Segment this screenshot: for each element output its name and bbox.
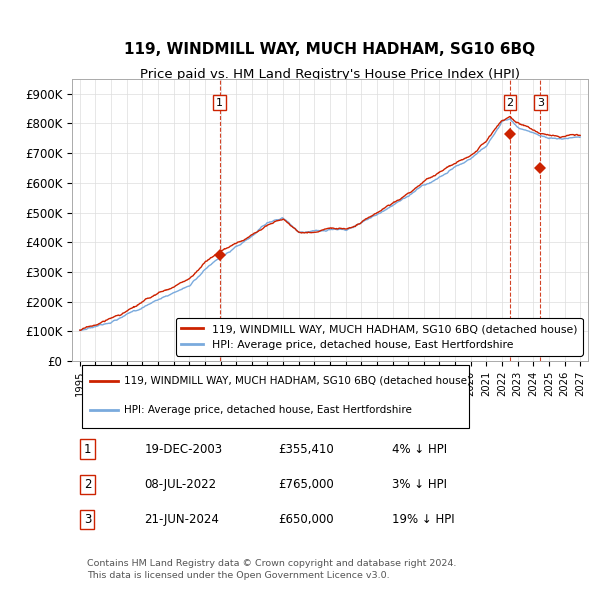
Text: 2: 2 (84, 478, 91, 491)
Text: HPI: Average price, detached house, East Hertfordshire: HPI: Average price, detached house, East… (124, 405, 412, 415)
Text: 19-DEC-2003: 19-DEC-2003 (144, 442, 223, 455)
Text: £650,000: £650,000 (278, 513, 334, 526)
Text: 08-JUL-2022: 08-JUL-2022 (144, 478, 217, 491)
Text: £355,410: £355,410 (278, 442, 334, 455)
Text: 119, WINDMILL WAY, MUCH HADHAM, SG10 6BQ: 119, WINDMILL WAY, MUCH HADHAM, SG10 6BQ (124, 42, 536, 57)
Text: Price paid vs. HM Land Registry's House Price Index (HPI): Price paid vs. HM Land Registry's House … (140, 68, 520, 81)
FancyBboxPatch shape (82, 365, 469, 428)
Text: 3% ↓ HPI: 3% ↓ HPI (392, 478, 447, 491)
Text: 19% ↓ HPI: 19% ↓ HPI (392, 513, 455, 526)
Text: 2: 2 (506, 97, 514, 107)
Text: 1: 1 (216, 97, 223, 107)
Text: This data is licensed under the Open Government Licence v3.0.: This data is licensed under the Open Gov… (88, 571, 390, 580)
Text: 119, WINDMILL WAY, MUCH HADHAM, SG10 6BQ (detached house): 119, WINDMILL WAY, MUCH HADHAM, SG10 6BQ… (124, 376, 470, 386)
Text: 4% ↓ HPI: 4% ↓ HPI (392, 442, 447, 455)
Text: 3: 3 (537, 97, 544, 107)
Text: 3: 3 (84, 513, 91, 526)
Text: Contains HM Land Registry data © Crown copyright and database right 2024.: Contains HM Land Registry data © Crown c… (88, 559, 457, 568)
Text: £765,000: £765,000 (278, 478, 334, 491)
Text: 1: 1 (84, 442, 91, 455)
Legend: 119, WINDMILL WAY, MUCH HADHAM, SG10 6BQ (detached house), HPI: Average price, d: 119, WINDMILL WAY, MUCH HADHAM, SG10 6BQ… (176, 318, 583, 356)
Text: 21-JUN-2024: 21-JUN-2024 (144, 513, 219, 526)
